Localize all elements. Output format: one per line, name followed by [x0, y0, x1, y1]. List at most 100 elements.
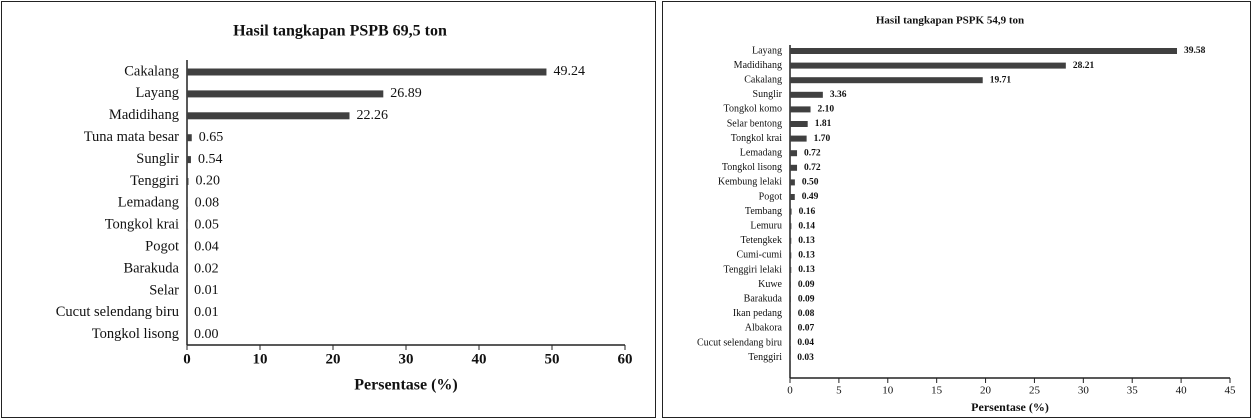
- bar: [790, 62, 1066, 69]
- bar: [790, 237, 792, 244]
- value-label: 2.10: [818, 105, 835, 115]
- value-label: 49.24: [553, 64, 585, 79]
- category-label: Layang: [136, 85, 179, 101]
- category-label: Tongkol krai: [731, 133, 782, 144]
- chart-title: Hasil tangkapan PSPB 69,5 ton: [233, 23, 447, 40]
- bar: [187, 68, 547, 76]
- bar: [790, 267, 792, 273]
- bar: [790, 150, 798, 157]
- x-tick-label: 45: [1225, 385, 1237, 397]
- value-label: 0.04: [194, 239, 219, 254]
- category-label: Cucut selendang biru: [697, 337, 782, 348]
- value-label: 0.09: [798, 294, 815, 304]
- x-tick-label: 50: [545, 351, 560, 367]
- value-label: 0.13: [798, 265, 815, 275]
- value-label: 0.01: [194, 283, 219, 298]
- category-label: Tembang: [745, 206, 782, 217]
- value-label: 0.49: [802, 192, 819, 202]
- x-tick-label: 40: [472, 351, 487, 367]
- category-label: Madidihang: [734, 60, 782, 71]
- category-label: Selar: [149, 282, 179, 298]
- value-label: 0.04: [797, 338, 814, 348]
- category-label: Ikan pedang: [733, 308, 782, 319]
- x-tick-label: 60: [618, 351, 633, 367]
- bar: [187, 178, 189, 185]
- x-tick-label: 35: [1127, 385, 1139, 397]
- bar: [790, 91, 823, 98]
- bar: [790, 223, 792, 230]
- value-label: 0.08: [798, 309, 815, 319]
- value-label: 0.07: [798, 324, 815, 334]
- category-label: Layang: [752, 45, 782, 56]
- value-label: 0.65: [199, 130, 224, 145]
- value-label: 3.36: [830, 90, 847, 100]
- bar: [790, 194, 795, 200]
- x-axis-label: Persentase (%): [354, 377, 458, 394]
- bar: [790, 296, 791, 303]
- x-tick-label: 5: [836, 385, 842, 397]
- category-label: Tuna mata besar: [84, 129, 179, 145]
- bar: [187, 134, 192, 142]
- bar: [187, 199, 188, 207]
- x-tick-label: 15: [931, 385, 943, 397]
- x-tick-label: 20: [980, 385, 992, 397]
- category-label: Kuwe: [758, 279, 782, 290]
- category-label: Tongkol lisong: [722, 162, 782, 173]
- x-tick-label: 0: [183, 351, 191, 367]
- category-label: Barakuda: [123, 260, 179, 276]
- category-label: Albakora: [745, 323, 783, 334]
- value-label: 0.50: [802, 178, 819, 188]
- bar: [790, 208, 792, 215]
- category-label: Tenggiri: [748, 352, 782, 363]
- x-tick-label: 40: [1176, 385, 1188, 397]
- value-label: 0.09: [798, 280, 815, 290]
- value-label: 0.72: [804, 148, 821, 158]
- category-label: Sunglir: [136, 151, 179, 167]
- value-label: 0.08: [195, 196, 220, 211]
- value-label: 39.58: [1184, 46, 1206, 56]
- bar: [790, 77, 983, 84]
- category-label: Selar bentong: [727, 118, 782, 129]
- value-label: 0.02: [194, 261, 219, 276]
- category-label: Madidihang: [109, 107, 179, 123]
- category-label: Cakalang: [124, 63, 179, 79]
- category-label: Pogot: [145, 239, 179, 255]
- value-label: 1.81: [815, 119, 832, 129]
- panel-frame: [1, 1, 656, 418]
- category-label: Tongkol komo: [724, 104, 782, 115]
- value-label: 19.71: [990, 75, 1012, 85]
- value-label: 0.13: [798, 251, 815, 261]
- value-label: 1.70: [814, 134, 831, 144]
- x-axis-label: Persentase (%): [971, 400, 1049, 414]
- category-label: Pogot: [759, 191, 783, 202]
- bar: [790, 121, 808, 127]
- category-label: Cakalang: [744, 74, 782, 85]
- x-tick-label: 30: [399, 351, 414, 367]
- category-label: Tenggiri: [130, 173, 179, 189]
- bar: [790, 48, 1178, 54]
- category-label: Sunglir: [753, 89, 783, 100]
- category-label: Lemadang: [740, 147, 782, 158]
- value-label: 0.00: [194, 327, 219, 342]
- bar: [790, 164, 798, 171]
- value-label: 26.89: [390, 86, 422, 101]
- value-label: 0.13: [798, 236, 815, 246]
- x-tick-label: 10: [882, 385, 894, 397]
- value-label: 0.54: [198, 152, 223, 167]
- value-label: 0.20: [195, 174, 220, 189]
- value-label: 0.01: [194, 305, 219, 320]
- bar: [790, 325, 791, 332]
- chart-title: Hasil tangkapan PSPK 54,9 ton: [876, 15, 1024, 27]
- bar: [790, 106, 811, 113]
- x-tick-label: 10: [253, 351, 268, 367]
- bar: [790, 135, 807, 142]
- category-label: Kembung lelaki: [718, 177, 782, 188]
- category-label: Tenggiri lelaki: [724, 264, 783, 275]
- category-label: Lemuru: [750, 220, 782, 231]
- bar: [790, 281, 791, 288]
- x-tick-label: 0: [787, 385, 793, 397]
- x-tick-label: 25: [1029, 385, 1041, 397]
- category-label: Cumi-cumi: [736, 250, 782, 261]
